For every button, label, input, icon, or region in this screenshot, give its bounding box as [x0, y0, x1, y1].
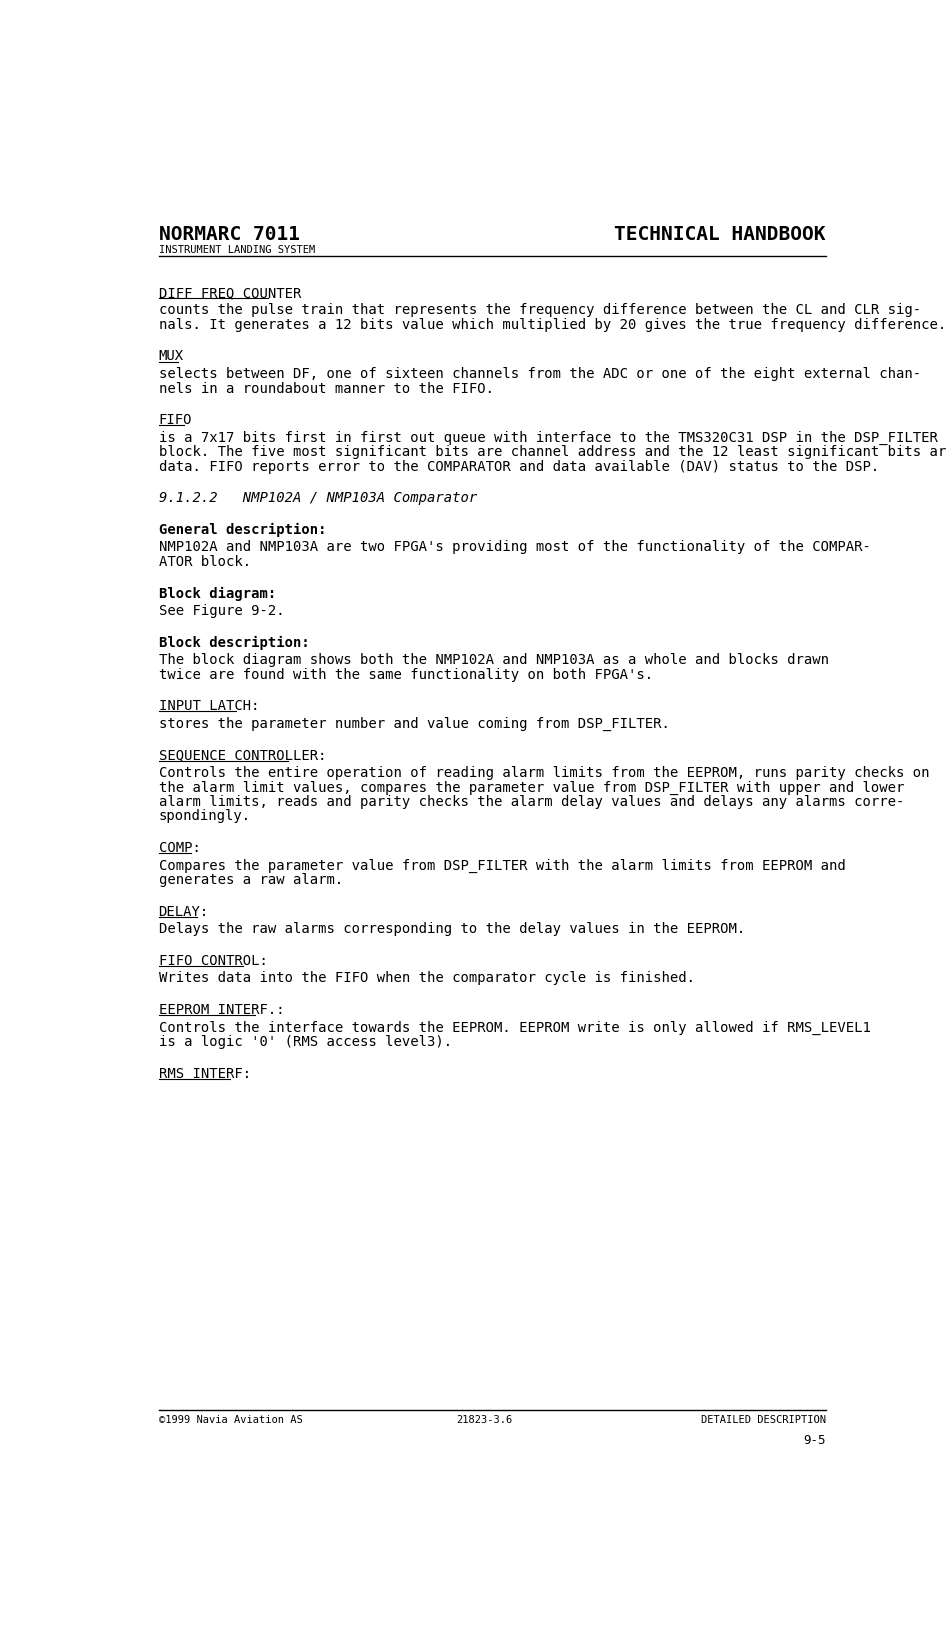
Text: ATOR block.: ATOR block.	[159, 555, 251, 570]
Text: See Figure 9-2.: See Figure 9-2.	[159, 604, 284, 619]
Text: Block description:: Block description:	[159, 635, 309, 650]
Text: alarm limits, reads and parity checks the alarm delay values and delays any alar: alarm limits, reads and parity checks th…	[159, 795, 904, 809]
Text: INSTRUMENT LANDING SYSTEM: INSTRUMENT LANDING SYSTEM	[159, 245, 315, 255]
Text: FIFO CONTROL:: FIFO CONTROL:	[159, 953, 268, 968]
Text: DETAILED DESCRIPTION: DETAILED DESCRIPTION	[701, 1415, 826, 1425]
Text: nels in a roundabout manner to the FIFO.: nels in a roundabout manner to the FIFO.	[159, 382, 494, 395]
Text: 21823-3.6: 21823-3.6	[457, 1415, 513, 1425]
Text: 9.1.2.2   NMP102A / NMP103A Comparator: 9.1.2.2 NMP102A / NMP103A Comparator	[159, 491, 477, 506]
Text: stores the parameter number and value coming from DSP_FILTER.: stores the parameter number and value co…	[159, 716, 670, 731]
Text: nals. It generates a 12 bits value which multiplied by 20 gives the true frequen: nals. It generates a 12 bits value which…	[159, 318, 946, 331]
Text: RMS INTERF:: RMS INTERF:	[159, 1067, 251, 1080]
Text: General description:: General description:	[159, 522, 326, 537]
Text: is a logic '0' (RMS access level3).: is a logic '0' (RMS access level3).	[159, 1035, 451, 1049]
Text: counts the pulse train that represents the frequency difference between the CL a: counts the pulse train that represents t…	[159, 304, 920, 318]
Text: EEPROM INTERF.:: EEPROM INTERF.:	[159, 1004, 284, 1017]
Text: NMP102A and NMP103A are two FPGA's providing most of the functionality of the CO: NMP102A and NMP103A are two FPGA's provi…	[159, 540, 870, 555]
Text: NORMARC 7011: NORMARC 7011	[159, 225, 300, 243]
Text: DIFF FREQ COUNTER: DIFF FREQ COUNTER	[159, 286, 301, 300]
Text: DELAY:: DELAY:	[159, 904, 209, 919]
Text: ©1999 Navia Aviation AS: ©1999 Navia Aviation AS	[159, 1415, 303, 1425]
Text: INPUT LATCH:: INPUT LATCH:	[159, 698, 259, 713]
Text: selects between DF, one of sixteen channels from the ADC or one of the eight ext: selects between DF, one of sixteen chann…	[159, 367, 920, 382]
Text: is a 7x17 bits first in first out queue with interface to the TMS320C31 DSP in t: is a 7x17 bits first in first out queue …	[159, 431, 937, 446]
Text: MUX: MUX	[159, 349, 184, 364]
Text: TECHNICAL HANDBOOK: TECHNICAL HANDBOOK	[614, 225, 826, 243]
Text: spondingly.: spondingly.	[159, 809, 251, 823]
Text: Delays the raw alarms corresponding to the delay values in the EEPROM.: Delays the raw alarms corresponding to t…	[159, 922, 745, 937]
Text: generates a raw alarm.: generates a raw alarm.	[159, 873, 342, 886]
Text: Compares the parameter value from DSP_FILTER with the alarm limits from EEPROM a: Compares the parameter value from DSP_FI…	[159, 858, 846, 873]
Text: Controls the entire operation of reading alarm limits from the EEPROM, runs pari: Controls the entire operation of reading…	[159, 765, 929, 780]
Text: The block diagram shows both the NMP102A and NMP103A as a whole and blocks drawn: The block diagram shows both the NMP102A…	[159, 653, 829, 667]
Text: block. The five most significant bits are channel address and the 12 least signi: block. The five most significant bits ar…	[159, 446, 946, 459]
Text: Writes data into the FIFO when the comparator cycle is finished.: Writes data into the FIFO when the compa…	[159, 971, 694, 986]
Text: SEQUENCE CONTROLLER:: SEQUENCE CONTROLLER:	[159, 749, 326, 762]
Text: data. FIFO reports error to the COMPARATOR and data available (DAV) status to th: data. FIFO reports error to the COMPARAT…	[159, 460, 879, 473]
Text: twice are found with the same functionality on both FPGA's.: twice are found with the same functional…	[159, 667, 653, 682]
Text: FIFO: FIFO	[159, 413, 192, 428]
Text: Block diagram:: Block diagram:	[159, 586, 276, 601]
Text: Controls the interface towards the EEPROM. EEPROM write is only allowed if RMS_L: Controls the interface towards the EEPRO…	[159, 1020, 870, 1035]
Text: COMP:: COMP:	[159, 840, 201, 855]
Text: 9-5: 9-5	[803, 1433, 826, 1446]
Text: the alarm limit values, compares the parameter value from DSP_FILTER with upper : the alarm limit values, compares the par…	[159, 780, 904, 795]
